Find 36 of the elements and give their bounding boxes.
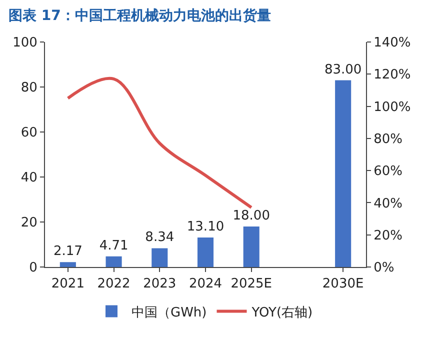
y2-tick-label: 20% — [374, 228, 403, 244]
y2-tick-label: 80% — [374, 132, 403, 147]
data-label: 83.00 — [324, 62, 362, 78]
chart-title: 图表 17：中国工程机械动力电池的出货量 — [8, 8, 271, 24]
bar — [106, 256, 122, 267]
y-tick-label: 100 — [12, 36, 38, 51]
y2-tick-label: 140% — [374, 36, 411, 51]
y2-tick-label: 100% — [374, 100, 411, 115]
bar — [152, 248, 168, 267]
y2-tick-label: 0% — [374, 260, 394, 276]
x-tick-label: 2023 — [143, 276, 176, 292]
bar — [60, 262, 76, 267]
bar — [197, 238, 214, 267]
y-tick-label: 80 — [20, 80, 38, 96]
data-label: 18.00 — [232, 208, 270, 224]
x-tick-label: 2022 — [97, 276, 130, 292]
bar — [335, 80, 352, 267]
line-series — [66, 76, 253, 210]
data-label: 13.10 — [186, 220, 224, 235]
x-tick-label: 2030E — [322, 276, 364, 292]
legend-label: YOY(右轴) — [250, 305, 313, 320]
data-label: 2.17 — [53, 244, 82, 260]
bar — [243, 226, 260, 267]
x-tick-label: 2024 — [188, 276, 222, 292]
y2-tick-label: 60% — [374, 164, 403, 180]
x-tick-label: 2025E — [230, 276, 272, 292]
y2-tick-label: 120% — [374, 68, 411, 83]
y-tick-label: 60 — [20, 126, 38, 141]
y-tick-label: 20 — [20, 216, 38, 231]
y-tick-label: 0 — [29, 260, 38, 276]
data-label: 4.71 — [99, 238, 128, 254]
legend-label: 中国（GWh) — [132, 305, 207, 320]
x-tick-label: 2021 — [51, 276, 84, 292]
y2-tick-label: 40% — [374, 196, 403, 212]
y-tick-label: 40 — [20, 170, 38, 186]
data-label: 8.34 — [145, 230, 174, 246]
